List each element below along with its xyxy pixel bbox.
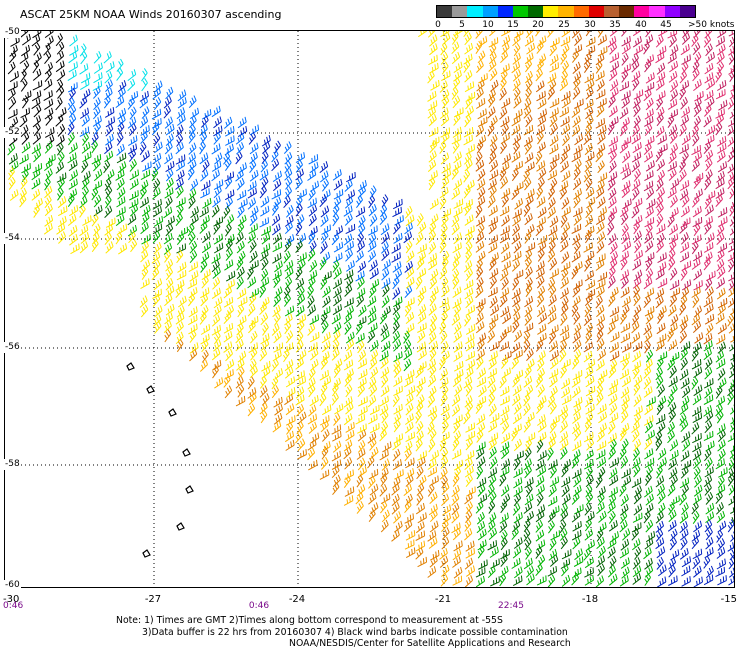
swath-time-label: 0:46: [3, 601, 23, 611]
longitude-label: -24: [289, 594, 305, 605]
scale-label: 25: [558, 20, 569, 30]
wind-barb-field: [5, 31, 735, 588]
scale-swatch: [467, 6, 482, 17]
scale-swatch: [437, 6, 452, 17]
latitude-label: -54: [4, 233, 21, 244]
scale-swatch: [498, 6, 513, 17]
scale-swatch: [680, 6, 695, 17]
scale-swatch: [649, 6, 664, 17]
footnote-line-2: 3)Data buffer is 22 hrs from 20160307 4)…: [142, 627, 568, 638]
scale-label: 40: [635, 20, 646, 30]
wind-barbs: [5, 31, 735, 587]
scale-label: >50 knots: [688, 20, 735, 30]
scale-label: 15: [507, 20, 518, 30]
longitude-label: -21: [435, 594, 451, 605]
latitude-label: -56: [4, 342, 21, 353]
scale-label: 20: [532, 20, 543, 30]
wind-speed-color-scale: [436, 5, 696, 18]
longitude-label: -18: [582, 594, 598, 605]
footnote-line-1: Note: 1) Times are GMT 2)Times along bot…: [116, 615, 503, 626]
scale-swatch: [513, 6, 528, 17]
latitude-label: -52: [4, 127, 21, 138]
scale-swatch: [528, 6, 543, 17]
scale-label: 45: [660, 20, 671, 30]
scale-label: 5: [459, 20, 465, 30]
scale-swatch: [574, 6, 589, 17]
scale-swatch: [604, 6, 619, 17]
scale-swatch: [483, 6, 498, 17]
map-title: ASCAT 25KM NOAA Winds 20160307 ascending: [20, 8, 281, 21]
scale-swatch: [452, 6, 467, 17]
contamination-markers: [127, 363, 193, 557]
scale-swatch: [589, 6, 604, 17]
latitude-label: -58: [4, 459, 21, 470]
latitude-label: -60: [4, 580, 21, 591]
scale-swatch: [634, 6, 649, 17]
scale-swatch: [665, 6, 680, 17]
wind-map: [4, 30, 735, 588]
scale-label: 10: [482, 20, 493, 30]
credit-line: NOAA/NESDIS/Center for Satellite Applica…: [289, 638, 571, 649]
scale-label: 35: [609, 20, 620, 30]
swath-time-label: 0:46: [249, 601, 269, 611]
latitude-label: -50: [4, 27, 21, 38]
longitude-label: -27: [145, 594, 161, 605]
scale-label: 0: [435, 20, 441, 30]
scale-swatch: [619, 6, 634, 17]
swath-time-label: 22:45: [498, 601, 524, 611]
longitude-label: -15: [721, 594, 737, 605]
scale-swatch: [558, 6, 573, 17]
scale-label: 30: [584, 20, 595, 30]
scale-swatch: [543, 6, 558, 17]
